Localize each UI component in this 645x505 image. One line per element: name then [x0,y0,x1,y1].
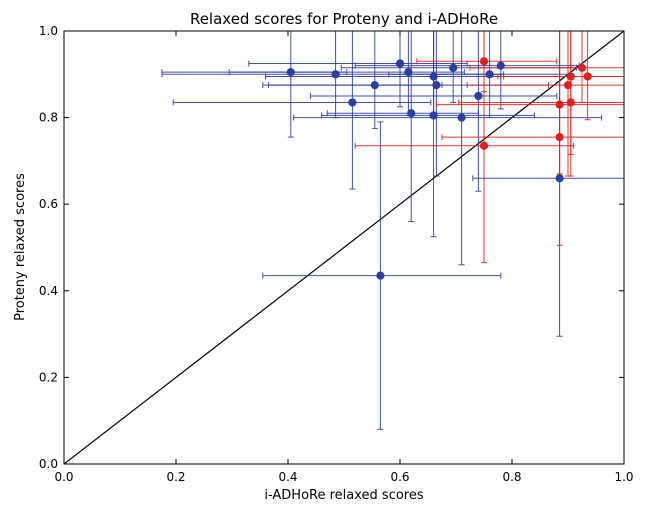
error-bar [466,31,624,177]
x-tick-label: 0.8 [502,470,521,484]
data-point [474,91,483,101]
data-point [566,72,575,81]
data-point [348,98,357,107]
x-tick-label: 0.4 [278,470,297,484]
error-bar [172,31,432,190]
y-tick-label: 1.0 [39,24,58,38]
y-axis-label: Proteny relaxed scores [13,173,28,321]
data-point [376,271,385,280]
y-tick-label: 0.2 [39,370,58,384]
x-axis-label: i-ADHoRe relaxed scores [264,488,423,503]
data-point [331,70,340,79]
y-tick-label: 0.8 [39,111,58,125]
error-bar [161,31,348,138]
data-point [583,72,592,81]
diagonal-reference-line [64,31,624,464]
data-point [395,59,405,68]
data-point [429,72,438,81]
data-point [496,61,505,70]
error-bar [293,31,603,266]
error-bar [469,31,624,103]
error-bar [326,31,479,223]
error-bar [441,31,624,246]
error-bar [309,31,558,192]
data-point [555,100,564,109]
data-point [286,68,295,77]
y-tick-label: 0.4 [39,284,58,298]
data-point [563,81,573,90]
data-point [479,57,489,66]
data-point [485,70,494,79]
data-point [457,113,466,122]
data-point [566,98,575,107]
y-tick-label: 0.0 [39,457,58,471]
x-tick-label: 0.0 [54,470,73,484]
data-point [432,81,441,90]
axis-ticks: 0.0 0.2 0.4 0.6 0.8 1.0 0.0 0.2 0.4 0.6 0.8 1.0 [39,24,634,484]
data-point [449,63,458,72]
data-point [404,68,413,77]
error-bar [340,31,577,103]
error-bar [321,31,535,238]
y-tick-label: 0.6 [39,197,58,211]
plot-frame [63,30,625,465]
x-tick-label: 0.6 [390,470,409,484]
data-point [479,141,489,150]
data-point [370,81,379,90]
error-bar [354,31,580,110]
error-bar [503,31,624,155]
data-point [429,111,438,120]
data-point [555,174,564,183]
error-bar [248,31,468,108]
data-point [407,109,416,118]
chart-title: Relaxed scores for Proteny and i-ADHoRe [190,10,498,28]
x-tick-label: 1.0 [614,470,633,484]
data-point [555,132,564,142]
plot-area [64,31,624,464]
x-tick-label: 0.2 [166,470,185,484]
data-point [577,63,587,72]
